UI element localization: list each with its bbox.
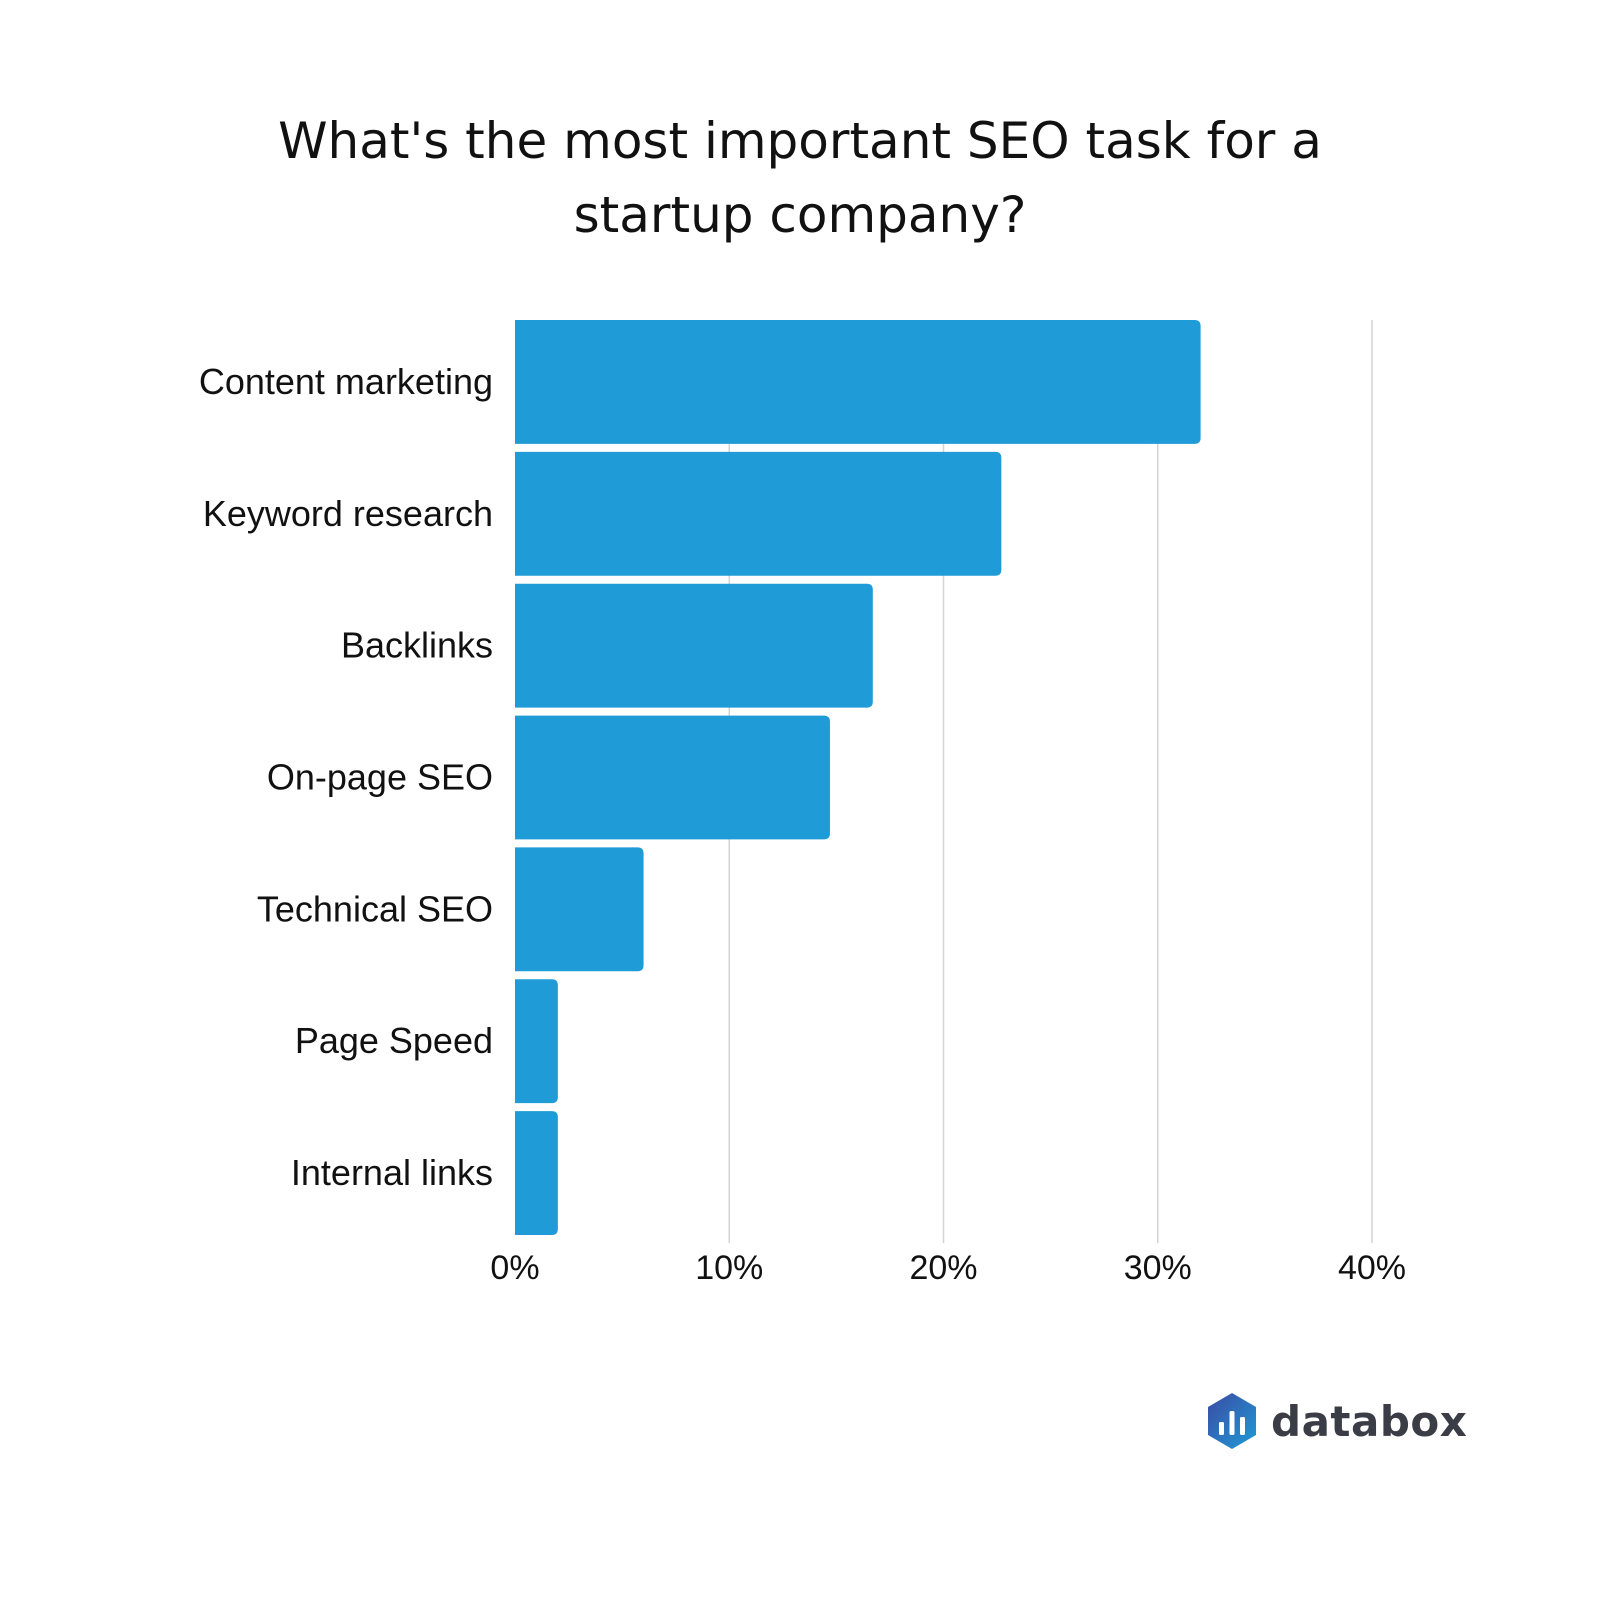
bar: [515, 979, 558, 1104]
x-tick-label: 30%: [1124, 1249, 1192, 1287]
category-labels: Content marketing Keyword research Backlin…: [199, 361, 493, 1193]
bar: [515, 451, 1002, 576]
x-tick-label: 0%: [490, 1249, 539, 1287]
category-label: Page Speed: [295, 1020, 493, 1061]
category-label: Content marketing: [199, 361, 493, 402]
brand-name: databox: [1271, 1396, 1468, 1446]
bar: [515, 715, 830, 840]
category-label: Technical SEO: [257, 888, 493, 929]
databox-logo-icon: [1208, 1393, 1256, 1449]
x-tick-label: 10%: [695, 1249, 763, 1287]
bar: [515, 1111, 558, 1235]
x-tick-label: 20%: [909, 1249, 977, 1287]
x-tick-labels: 0% 10% 20% 30% 40%: [490, 1249, 1406, 1287]
bar: [515, 583, 873, 708]
bars: [515, 320, 1201, 1235]
chart-title: What's the most important SEO task for a…: [278, 112, 1322, 244]
brand-logo: databox: [1205, 1390, 1467, 1452]
category-label: Keyword research: [203, 493, 493, 534]
category-label: Backlinks: [341, 625, 493, 666]
category-label: Internal links: [291, 1152, 493, 1193]
category-label: On-page SEO: [267, 757, 493, 798]
x-tick-label: 40%: [1338, 1249, 1406, 1287]
bar: [515, 320, 1201, 444]
bar: [515, 847, 644, 972]
